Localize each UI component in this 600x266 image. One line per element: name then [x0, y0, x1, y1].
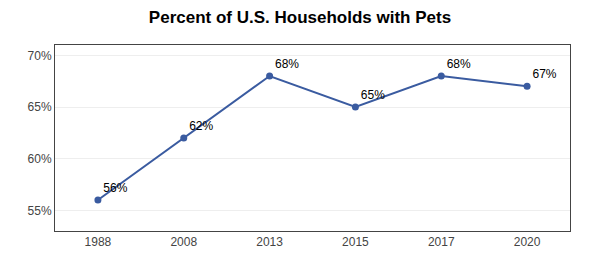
svg-text:55%: 55%	[28, 204, 52, 218]
svg-text:65%: 65%	[361, 88, 385, 102]
svg-text:62%: 62%	[189, 119, 213, 133]
svg-text:65%: 65%	[28, 100, 52, 114]
svg-text:70%: 70%	[28, 49, 52, 63]
svg-text:56%: 56%	[103, 181, 127, 195]
svg-text:68%: 68%	[275, 57, 299, 71]
svg-text:2020: 2020	[514, 235, 541, 249]
svg-text:2008: 2008	[170, 235, 197, 249]
svg-text:1988: 1988	[85, 235, 112, 249]
svg-text:2017: 2017	[428, 235, 455, 249]
svg-text:67%: 67%	[532, 67, 556, 81]
svg-text:68%: 68%	[447, 57, 471, 71]
svg-text:Percent of U.S. Households wit: Percent of U.S. Households with Pets	[149, 8, 451, 27]
svg-text:2013: 2013	[256, 235, 283, 249]
svg-text:2015: 2015	[342, 235, 369, 249]
svg-text:60%: 60%	[28, 152, 52, 166]
